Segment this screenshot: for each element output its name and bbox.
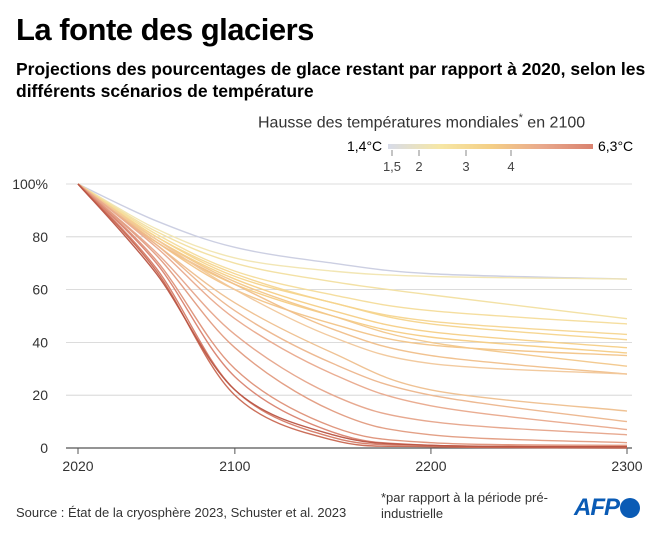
series-line-22 — [77, 183, 628, 448]
legend-min-label: 1,4°C — [347, 138, 383, 154]
series-line-20 — [77, 183, 628, 448]
afp-logo: AFP — [574, 494, 640, 522]
afp-logo-dot — [620, 498, 640, 518]
footnote: *par rapport à la période pré-industriel… — [381, 490, 548, 521]
legend-title-star: * — [518, 112, 523, 124]
series-line-1 — [77, 183, 628, 280]
series-line-21 — [77, 183, 628, 449]
legend-max-label: 6,3°C — [598, 138, 634, 154]
y-tick-label: 40 — [32, 334, 48, 350]
series-line-6 — [77, 183, 628, 341]
legend-title: Hausse des températures mondiales* en 21… — [258, 112, 585, 132]
series-line-11 — [77, 183, 628, 375]
series-line-14 — [77, 183, 628, 423]
series-line-13 — [77, 183, 628, 412]
series-line-4 — [77, 183, 628, 325]
y-tick-label: 80 — [32, 229, 48, 245]
y-tick-label: 20 — [32, 387, 48, 403]
legend-title-suffix: en 2100 — [522, 114, 586, 132]
chart-title: La fonte des glaciers — [16, 12, 314, 47]
source-note: Source : État de la cryosphère 2023, Sch… — [16, 505, 347, 520]
legend-title-text: Hausse des températures mondiales — [258, 114, 519, 132]
x-tick-label: 2020 — [62, 458, 93, 474]
x-tick-label: 2200 — [415, 458, 446, 474]
x-tick-label: 2300 — [611, 458, 642, 474]
series-line-12 — [77, 183, 628, 375]
legend-tick-label: 2 — [415, 159, 422, 174]
chart-subtitle: Projections des pourcentages de glace re… — [16, 59, 646, 101]
series-line-18 — [77, 183, 628, 447]
series-line-16 — [77, 183, 628, 436]
series-line-15 — [77, 183, 628, 431]
legend-tick-label: 4 — [507, 159, 514, 174]
y-tick-label: 0 — [40, 440, 48, 456]
y-tick-label: 100% — [12, 176, 48, 192]
afp-logo-text: AFP — [574, 494, 620, 521]
x-tick-label: 2100 — [219, 458, 250, 474]
series-line-17 — [77, 183, 628, 444]
legend-color-bar — [388, 144, 593, 149]
series-line-2 — [77, 183, 628, 280]
y-tick-label: 60 — [32, 282, 48, 298]
series-line-3 — [77, 183, 628, 320]
legend-tick-label: 3 — [462, 159, 469, 174]
legend-tick-label: 1,5 — [383, 159, 401, 174]
